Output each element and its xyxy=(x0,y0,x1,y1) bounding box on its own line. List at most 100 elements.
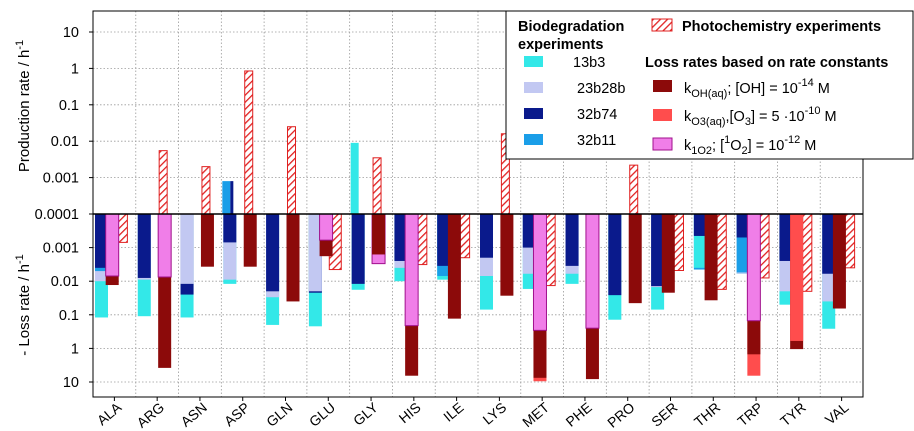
koh-unit: M xyxy=(814,81,830,97)
koh-text: ; [OH] = 10 xyxy=(727,81,798,97)
loss-bar-k1o2-arg xyxy=(157,213,172,278)
loss-bar-32b74-ser xyxy=(651,214,665,287)
loss-bar-koh-lys xyxy=(500,214,514,296)
loss-bar-32b74-arg xyxy=(137,214,151,278)
loss-bar-32b74-trp xyxy=(736,214,750,238)
legend-label-koh: kOH(aq); [OH] = 10-14 M xyxy=(684,77,830,100)
loss-y-axis-title-main: - Loss rate / h xyxy=(16,264,33,356)
loss-bar-k1o2-glu xyxy=(319,213,334,241)
ko3-text2: ] = 5 ·10 xyxy=(751,109,805,125)
legend-biodegradation-title-2: experiments xyxy=(518,37,603,53)
production-y-axis-title: Production rate / h-1 xyxy=(14,40,33,172)
loss-bar-32b74-his xyxy=(394,214,408,261)
k1o2-sub2: 2 xyxy=(742,145,748,157)
production-bar-photochemistry-asp xyxy=(244,70,254,215)
loss-bar-koh-asp xyxy=(243,214,257,267)
loss-tick-label: 0.001 xyxy=(43,241,79,257)
legend-swatch-k1o2 xyxy=(652,137,673,151)
koh-k: k xyxy=(684,81,692,97)
loss-bar-koh-thr xyxy=(704,214,718,301)
loss-bar-koh-ser xyxy=(661,214,675,293)
legend-swatch-32b74 xyxy=(524,108,543,119)
loss-bar-32b74-phe xyxy=(565,214,579,266)
loss-bar-koh-ile xyxy=(447,214,461,319)
loss-bar-32b74-tyr xyxy=(779,214,793,261)
legend-swatch-koh xyxy=(653,80,672,92)
legend-biodegradation-title-1: Biodegradation xyxy=(518,19,624,35)
production-bar-13b3-gly xyxy=(350,142,359,214)
production-bar-photochemistry-gln xyxy=(287,126,296,215)
ko3-sub: O3(aq) xyxy=(691,116,725,128)
category-label-pro: PRO xyxy=(604,399,638,431)
category-label-ile: ILE xyxy=(440,399,466,425)
ko3-k: k xyxy=(684,109,692,125)
loss-bar-32b74-ala xyxy=(95,214,108,268)
category-label-arg: ARG xyxy=(134,399,168,431)
legend-label-23b28b: 23b28b xyxy=(577,81,625,97)
production-y-axis-title-sup: -1 xyxy=(14,40,26,50)
legend-label-ko3: kO3(aq),[O3] = 5 ·10-10 M xyxy=(684,105,837,128)
category-label-asn: ASN xyxy=(178,399,210,430)
koh-sub: OH(aq) xyxy=(691,88,727,100)
category-label-lys: LYS xyxy=(480,399,510,428)
legend-swatch-13b3 xyxy=(524,56,543,67)
legend-label-13b3: 13b3 xyxy=(573,55,605,71)
plot-frame xyxy=(92,10,864,398)
production-tick-label: 0.1 xyxy=(59,98,79,114)
k1o2-sup: -12 xyxy=(784,134,800,146)
legend-label-photochemistry: Photochemistry experiments xyxy=(682,19,881,35)
loss-bar-k1o2-his xyxy=(404,213,419,327)
legend: Biodegradation experiments 13b3 23b28b 3… xyxy=(505,10,914,160)
category-label-his: HIS xyxy=(396,399,424,426)
legend-swatch-photochemistry xyxy=(651,18,673,32)
loss-tick-label: 10 xyxy=(63,375,79,391)
loss-bar-koh-asn xyxy=(200,214,214,267)
category-label-val: VAL xyxy=(822,399,852,428)
loss-bar-k1o2-met xyxy=(532,213,547,331)
k1o2-k: k xyxy=(684,138,692,154)
legend-box xyxy=(505,10,914,160)
loss-y-axis-title-sup: -1 xyxy=(14,254,26,264)
loss-bar-32b74-met xyxy=(522,214,536,248)
k1o2-unit: M xyxy=(800,138,816,154)
loss-bar-k1o2-phe xyxy=(585,213,600,329)
category-label-glu: GLU xyxy=(306,399,338,430)
category-label-met: MET xyxy=(519,399,552,431)
loss-tick-label: 1 xyxy=(71,341,79,357)
loss-tick-label: 0.1 xyxy=(59,308,79,324)
legend-swatch-23b28b xyxy=(524,82,543,93)
ko3-text: ,[O xyxy=(726,109,745,125)
category-labels: ALA ARG ASN ASP GLN GLU GLY HIS ILE LYS MET PHE PRO S… xyxy=(94,397,852,431)
k1o2-text3: ] = 10 xyxy=(748,138,785,154)
category-label-thr: THR xyxy=(691,399,723,430)
loss-bar-koh-val xyxy=(832,214,846,309)
koh-sup: -14 xyxy=(798,77,814,89)
production-tick-label: 0.01 xyxy=(51,134,79,150)
category-label-tyr: TYR xyxy=(777,399,809,429)
category-label-ala: ALA xyxy=(94,399,125,429)
production-bars xyxy=(158,70,639,215)
loss-bar-koh-gly xyxy=(372,214,386,255)
production-y-axis-title-main: Production rate / h xyxy=(16,50,33,173)
k1o2-text2: O xyxy=(730,138,741,154)
legend-label-32b74: 32b74 xyxy=(577,107,617,123)
loss-bar-koh-pro xyxy=(628,214,642,304)
legend-swatch-32b11 xyxy=(524,134,543,145)
loss-bar-32b74-pro xyxy=(608,214,622,296)
ko3-sup: -10 xyxy=(805,105,821,117)
loss-bar-k1o2-trp xyxy=(746,213,761,322)
loss-bar-23b28b-glu xyxy=(308,214,322,292)
loss-tick-label: 0.01 xyxy=(51,274,79,290)
legend-rate-constants-title: Loss rates based on rate constants xyxy=(645,55,888,71)
loss-bar-32b74-gln xyxy=(266,214,280,292)
loss-tick-label: 0.0001 xyxy=(35,207,79,223)
k1o2-sup1: 1 xyxy=(724,134,730,146)
loss-y-axis-title: - Loss rate / h-1 xyxy=(14,254,33,356)
loss-bar-32b74-lys xyxy=(480,214,493,258)
production-bar-photochemistry-gly xyxy=(372,157,382,215)
loss-bar-23b28b-asn xyxy=(180,214,194,284)
production-tick-label: 0.001 xyxy=(43,171,79,187)
loss-bar-32b74-val xyxy=(822,214,836,274)
k1o2-text: ; [ xyxy=(712,138,724,154)
